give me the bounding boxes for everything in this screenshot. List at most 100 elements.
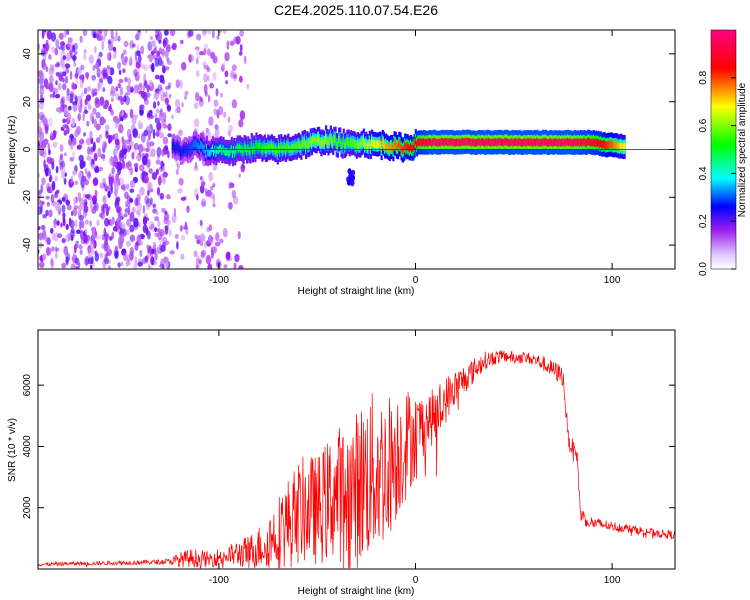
heatmap-cell: [120, 261, 124, 267]
heatmap-cell: [74, 219, 78, 228]
heatmap-cell: [527, 138, 531, 146]
heatmap-cell: [101, 41, 105, 51]
heatmap-cell: [519, 138, 522, 147]
heatmap-cell: [262, 144, 265, 152]
heatmap-cell: [413, 142, 416, 150]
heatmap-cell: [518, 138, 521, 146]
heatmap-cell: [346, 137, 349, 146]
heatmap-cell: [38, 261, 45, 268]
heatmap-cell: [128, 140, 134, 147]
heatmap-cell: [321, 137, 324, 146]
heatmap-cell: [93, 92, 97, 97]
heatmap-cell: [612, 141, 616, 150]
heatmap-cell: [542, 137, 545, 146]
heatmap-cell: [97, 147, 102, 158]
heatmap-cell: [43, 123, 48, 131]
heatmap-cell: [66, 30, 70, 36]
heatmap-cell: [562, 138, 565, 147]
heatmap-cell: [101, 119, 107, 125]
heatmap-cell: [162, 78, 166, 85]
heatmap-cell: [83, 132, 86, 137]
heatmap-cell: [74, 129, 79, 138]
heatmap-cell: [616, 141, 619, 150]
heatmap-cell: [210, 51, 216, 60]
heatmap-cell: [611, 141, 614, 150]
heatmap-cell: [511, 137, 514, 146]
x-tick-label: -100: [209, 275, 229, 286]
heatmap-cell: [70, 263, 76, 269]
heatmap-cell: [168, 93, 172, 99]
heatmap-cell: [117, 82, 122, 89]
heatmap-cell: [138, 30, 141, 33]
heatmap-cell: [158, 87, 164, 97]
heatmap-cell: [162, 177, 166, 185]
heatmap-cell: [400, 144, 403, 153]
heatmap-cell: [94, 62, 100, 70]
heatmap-cell: [65, 52, 71, 62]
heatmap-cell: [481, 138, 485, 146]
heatmap-cell: [152, 203, 157, 209]
heatmap-cell: [166, 104, 172, 112]
heatmap-cell: [98, 30, 103, 35]
heatmap-cell: [452, 138, 455, 147]
heatmap-cell: [290, 144, 293, 153]
heatmap-cell: [56, 247, 60, 252]
heatmap-cell: [156, 186, 161, 196]
heatmap-cell: [333, 134, 336, 143]
heatmap-cell: [131, 152, 135, 160]
heatmap-cell: [132, 115, 137, 123]
heatmap-cell: [155, 210, 159, 215]
heatmap-cell: [500, 138, 503, 147]
heatmap-cell: [95, 123, 101, 131]
heatmap-cell: [49, 75, 54, 84]
heatmap-cell: [122, 251, 127, 261]
heatmap-cell: [313, 135, 316, 144]
heatmap-cell: [56, 220, 60, 226]
heatmap-cell: [64, 123, 69, 129]
heatmap-cell: [104, 217, 110, 227]
heatmap-cell: [82, 30, 88, 37]
heatmap-cell: [56, 61, 60, 67]
heatmap-cell: [373, 140, 376, 148]
heatmap-cell: [56, 189, 60, 194]
x-tick-label: 100: [604, 275, 621, 286]
heatmap-cell: [559, 139, 562, 147]
heatmap-cell: [477, 138, 480, 146]
heatmap-cell: [68, 217, 72, 227]
heatmap-cell: [45, 195, 50, 200]
heatmap-cell: [87, 247, 93, 258]
heatmap-cell: [224, 52, 230, 62]
heatmap-cell: [523, 138, 526, 146]
heatmap-cell: [166, 57, 170, 63]
heatmap-cell: [239, 44, 243, 52]
heatmap-cell: [44, 42, 49, 52]
heatmap-cell: [62, 83, 67, 91]
heatmap-cell: [155, 159, 161, 165]
heatmap-cell: [194, 139, 197, 148]
snr-series-line: [38, 349, 675, 569]
heatmap-cell: [234, 253, 240, 263]
heatmap-cell: [450, 138, 453, 146]
heatmap-cell: [212, 71, 217, 81]
heatmap-cell: [91, 248, 95, 256]
heatmap-cell: [230, 145, 233, 153]
heatmap-cell: [184, 90, 189, 96]
heatmap-cell: [234, 149, 237, 158]
heatmap-cell: [146, 142, 151, 152]
heatmap-cell: [50, 259, 55, 269]
heatmap-cell: [160, 94, 165, 102]
heatmap-cell: [267, 142, 270, 151]
heatmap-cell: [45, 66, 49, 73]
heatmap-cell: [176, 241, 179, 250]
heatmap-cell: [114, 245, 118, 252]
heatmap-cell: [84, 105, 87, 115]
heatmap-cell: [598, 140, 601, 148]
heatmap-cell: [345, 140, 348, 149]
heatmap-cell: [103, 142, 107, 149]
heatmap-cell: [282, 144, 285, 153]
heatmap-cell: [581, 139, 584, 147]
heatmap-cell: [125, 162, 131, 168]
heatmap-cell: [93, 152, 98, 162]
heatmap-cell: [347, 179, 351, 186]
heatmap-cell: [426, 138, 429, 147]
